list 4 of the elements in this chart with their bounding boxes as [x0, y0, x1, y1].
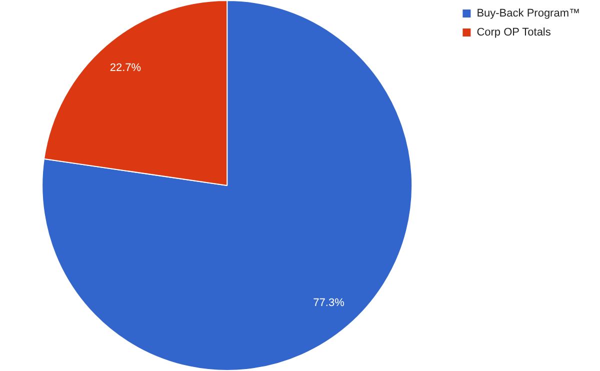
legend-label: Buy-Back Program™ — [476, 8, 580, 20]
legend-label: Corp OP Totals — [476, 26, 552, 39]
data-label: 77.3% — [313, 297, 345, 310]
data-label: 22.7% — [110, 62, 142, 74]
